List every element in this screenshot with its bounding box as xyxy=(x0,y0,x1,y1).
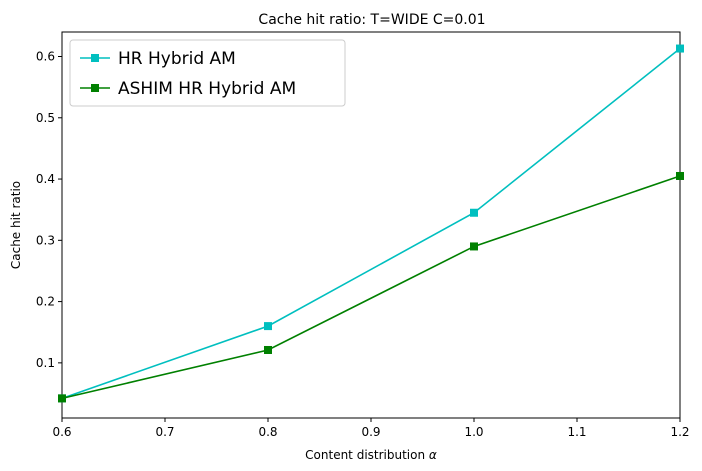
chart-title: Cache hit ratio: T=WIDE C=0.01 xyxy=(258,12,485,28)
x-axis: 0.6 0.7 0.8 0.9 1.0 1.1 1.2 xyxy=(52,418,690,439)
legend: HR Hybrid AM ASHIM HR Hybrid AM xyxy=(69,39,346,107)
data-point-1 xyxy=(676,171,684,180)
y-tick-label: 0.4 xyxy=(36,172,55,186)
legend-frame xyxy=(69,39,346,107)
data-point-1 xyxy=(264,345,272,354)
y-axis: 0.1 0.2 0.3 0.4 0.5 0.6 xyxy=(36,50,62,370)
x-tick-label: 1.2 xyxy=(670,425,689,439)
data-point-1 xyxy=(58,394,66,403)
legend-label: ASHIM HR Hybrid AM xyxy=(118,79,296,99)
data-point-1 xyxy=(470,242,478,251)
plot-area: 0.6 0.7 0.8 0.9 1.0 1.1 1.2 0.1 0.2 0.3 0.4 0.5 0.6 xyxy=(36,31,690,439)
legend-marker xyxy=(91,54,99,62)
series-line-1 xyxy=(61,175,681,400)
series-layer xyxy=(58,44,684,403)
legend-label: HR Hybrid AM xyxy=(118,49,236,69)
y-tick-label: 0.6 xyxy=(36,50,55,64)
x-tick-label: 0.8 xyxy=(258,425,277,439)
series-line-0 xyxy=(61,47,681,400)
x-tick-label: 0.9 xyxy=(361,425,380,439)
y-tick-label: 0.3 xyxy=(36,233,55,247)
y-axis-title: Cache hit ratio xyxy=(9,181,23,269)
legend-marker xyxy=(91,84,99,92)
y-tick-label: 0.5 xyxy=(36,111,55,125)
x-tick-label: 1.0 xyxy=(464,425,483,439)
x-tick-label: 0.7 xyxy=(155,425,174,439)
x-axis-title: Content distribution α xyxy=(305,448,437,462)
data-point-0 xyxy=(470,208,478,217)
y-tick-label: 0.1 xyxy=(36,356,55,370)
y-tick-label: 0.2 xyxy=(36,295,55,309)
data-point-0 xyxy=(264,322,272,331)
x-tick-label: 1.1 xyxy=(567,425,586,439)
x-tick-label: 0.6 xyxy=(52,425,71,439)
data-point-0 xyxy=(676,44,684,53)
